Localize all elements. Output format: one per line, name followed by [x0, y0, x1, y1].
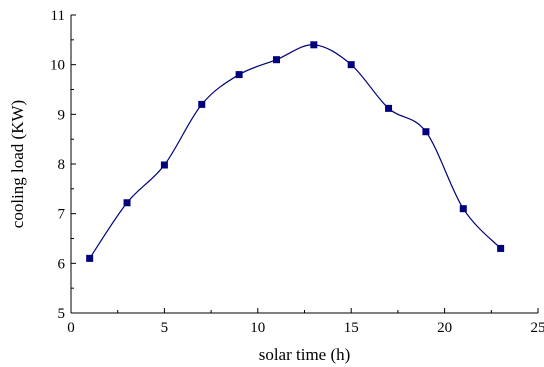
data-point-marker	[497, 244, 505, 252]
y-tick-label: 8	[58, 157, 66, 173]
data-point-marker	[385, 104, 393, 112]
x-tick-label: 5	[161, 320, 169, 336]
y-tick-label: 9	[58, 107, 66, 123]
data-point-marker	[198, 100, 206, 108]
data-point-marker	[123, 199, 131, 207]
data-point-marker	[160, 161, 168, 169]
x-tick-label: 25	[531, 320, 544, 336]
data-point-marker	[272, 56, 280, 64]
y-tick-label: 10	[50, 58, 65, 74]
series-line	[89, 44, 502, 259]
data-point-marker	[347, 61, 355, 69]
y-tick-label: 6	[58, 256, 66, 272]
y-tick-label: 5	[58, 306, 66, 322]
series-layer	[86, 41, 505, 262]
data-point-marker	[310, 41, 318, 49]
y-tick-label: 11	[51, 8, 65, 24]
x-axis-label: solar time (h)	[259, 345, 351, 364]
y-tick-label: 7	[58, 207, 66, 223]
data-point-marker	[235, 71, 243, 79]
data-point-marker	[422, 128, 430, 136]
data-point-marker	[459, 205, 467, 213]
x-tick-label: 10	[250, 320, 265, 336]
y-axis-label: cooling load (KW)	[8, 100, 27, 228]
data-point-marker	[86, 254, 94, 262]
x-tick-label: 20	[437, 320, 452, 336]
x-tick-label: 15	[344, 320, 359, 336]
x-tick-label: 0	[67, 320, 75, 336]
